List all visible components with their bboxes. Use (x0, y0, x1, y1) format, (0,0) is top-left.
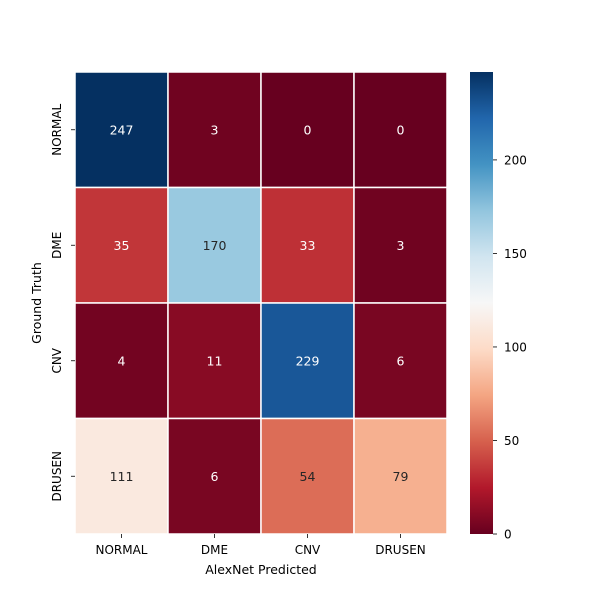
colorbar-tick-label: 150 (504, 247, 527, 261)
cell-value-label: 4 (118, 353, 126, 368)
heatmap-cell (353, 417, 448, 535)
x-axis-label: AlexNet Predicted (205, 562, 317, 577)
cell-value-label: 79 (393, 469, 409, 484)
heatmap-cell (74, 71, 169, 189)
colorbar-tick-label: 100 (504, 340, 527, 354)
heatmap-cell (353, 302, 448, 420)
heatmap-cells (74, 71, 448, 535)
x-tick-label: DME (201, 543, 228, 557)
colorbar: 0 50 100 150 200 (470, 72, 527, 542)
heatmap-cell (167, 302, 262, 420)
cell-value-label: 6 (397, 353, 405, 368)
x-tick-label: DRUSEN (375, 543, 426, 557)
y-axis-label: Ground Truth (29, 262, 44, 344)
colorbar-tick-label: 50 (504, 434, 519, 448)
y-tick-label: DME (50, 232, 64, 259)
x-tick-label: CNV (295, 543, 321, 557)
cell-value-label: 111 (110, 469, 134, 484)
heatmap-cell (167, 417, 262, 535)
cell-value-label: 229 (296, 353, 320, 368)
cell-value-label: 170 (203, 238, 227, 253)
cell-value-label: 0 (304, 122, 312, 137)
heatmap-cell (353, 186, 448, 304)
y-tick-label: CNV (50, 347, 64, 373)
x-axis-ticks: NORMAL DME CNV DRUSEN (95, 534, 426, 557)
y-tick-label: DRUSEN (50, 451, 64, 502)
y-axis-ticks: NORMAL DME CNV DRUSEN (50, 103, 75, 502)
cell-value-label: 35 (114, 238, 130, 253)
colorbar-tick-label: 200 (504, 153, 527, 167)
cell-value-label: 0 (397, 122, 405, 137)
y-tick-label: NORMAL (50, 103, 64, 155)
heatmap-cell (167, 71, 262, 189)
heatmap-cell (167, 186, 262, 304)
cell-value-label: 3 (397, 238, 405, 253)
cell-value-label: 54 (300, 469, 316, 484)
cell-value-label: 11 (207, 353, 223, 368)
cell-value-label: 6 (211, 469, 219, 484)
x-tick-label: NORMAL (95, 543, 147, 557)
colorbar-tick-label: 0 (504, 528, 512, 542)
cell-value-label: 3 (211, 122, 219, 137)
heatmap-cell (353, 71, 448, 189)
heatmap-cell (260, 71, 355, 189)
cell-value-label: 33 (300, 238, 316, 253)
cell-value-label: 247 (110, 122, 134, 137)
colorbar-gradient (470, 72, 493, 534)
